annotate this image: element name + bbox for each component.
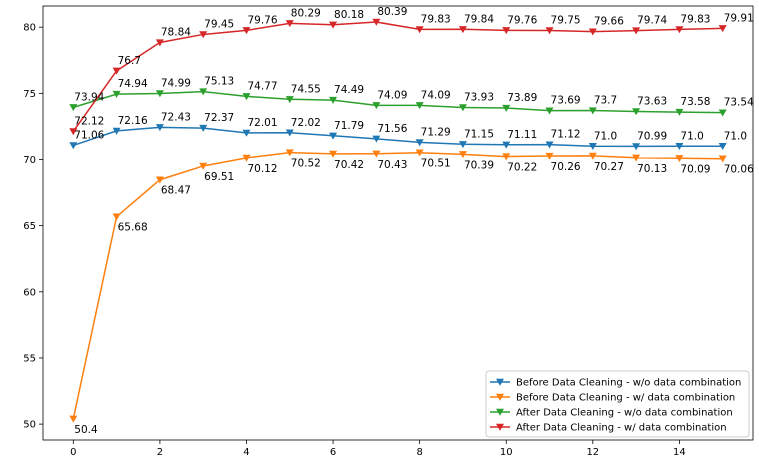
- legend-label: Before Data Cleaning - w/ data combinati…: [516, 393, 735, 404]
- data-label: 71.0: [724, 130, 747, 142]
- data-label: 70.06: [724, 164, 754, 176]
- data-label: 79.74: [637, 15, 667, 27]
- data-label: 73.89: [507, 92, 537, 104]
- legend-item: Before Data Cleaning - w/ data combinati…: [490, 393, 735, 404]
- data-label: 80.29: [291, 7, 321, 19]
- x-tick-label: 2: [157, 447, 163, 458]
- data-label: 72.37: [204, 112, 234, 124]
- data-label: 70.42: [334, 159, 364, 171]
- data-label: 71.12: [551, 129, 581, 141]
- data-label: 73.93: [464, 91, 494, 103]
- data-label: 71.0: [594, 130, 617, 142]
- data-label: 79.84: [464, 13, 494, 25]
- x-tick-label: 6: [330, 447, 336, 458]
- data-label: 74.99: [161, 77, 191, 89]
- data-label: 70.27: [594, 161, 624, 173]
- data-label: 76.7: [118, 55, 141, 67]
- legend-label: After Data Cleaning - w/ data combinatio…: [516, 423, 727, 434]
- data-label: 74.09: [377, 89, 407, 101]
- legend-item: Before Data Cleaning - w/o data combinat…: [490, 378, 741, 389]
- data-label: 79.66: [594, 16, 624, 28]
- legend: Before Data Cleaning - w/o data combinat…: [486, 371, 749, 437]
- data-label: 72.01: [247, 117, 277, 129]
- data-label: 70.26: [551, 161, 581, 173]
- y-tick-label: 70: [23, 155, 36, 166]
- legend-item: After Data Cleaning - w/o data combinati…: [490, 408, 733, 419]
- data-label: 79.45: [204, 18, 234, 30]
- data-label: 79.75: [551, 14, 581, 26]
- data-label: 71.15: [464, 128, 494, 140]
- data-label: 73.69: [551, 95, 581, 107]
- data-label: 68.47: [161, 185, 191, 197]
- x-tick-label: 4: [243, 447, 249, 458]
- data-label: 69.51: [204, 171, 234, 183]
- data-label: 74.94: [118, 78, 148, 90]
- data-label: 70.39: [464, 159, 494, 171]
- y-tick-label: 80: [23, 23, 36, 34]
- y-tick-label: 75: [23, 89, 36, 100]
- data-label: 70.99: [637, 130, 667, 142]
- data-label: 73.63: [637, 95, 667, 107]
- data-label: 72.02: [291, 117, 321, 129]
- x-tick-label: 12: [586, 447, 599, 458]
- data-label: 80.18: [334, 9, 364, 21]
- data-label: 73.94: [74, 91, 104, 103]
- data-label: 71.56: [377, 123, 407, 135]
- x-tick-label: 14: [673, 447, 686, 458]
- data-label: 78.84: [161, 27, 191, 39]
- legend-label: Before Data Cleaning - w/o data combinat…: [516, 378, 741, 389]
- data-label: 79.91: [724, 12, 754, 24]
- data-label: 71.79: [334, 120, 364, 132]
- data-label: 70.12: [247, 163, 277, 175]
- y-tick-label: 65: [23, 221, 36, 232]
- data-label: 74.49: [334, 84, 364, 96]
- data-label: 65.68: [118, 222, 148, 234]
- data-label: 70.09: [680, 163, 710, 175]
- data-label: 72.43: [161, 111, 191, 123]
- data-label: 70.43: [377, 159, 407, 171]
- data-label: 74.77: [247, 80, 277, 92]
- data-label: 72.12: [74, 115, 104, 127]
- data-label: 73.54: [724, 97, 754, 109]
- data-label: 71.0: [680, 130, 703, 142]
- data-label: 73.58: [680, 96, 710, 108]
- data-label: 71.11: [507, 129, 537, 141]
- data-label: 73.7: [594, 95, 617, 107]
- data-label: 79.83: [421, 13, 451, 25]
- data-label: 74.09: [421, 89, 451, 101]
- data-label: 71.29: [421, 126, 451, 138]
- data-label: 50.4: [74, 424, 98, 436]
- x-tick-label: 0: [70, 447, 76, 458]
- legend-item: After Data Cleaning - w/ data combinatio…: [490, 423, 727, 434]
- x-tick-label: 8: [416, 447, 422, 458]
- data-label: 70.13: [637, 163, 667, 175]
- data-label: 70.52: [291, 158, 321, 170]
- data-label: 70.22: [507, 162, 537, 174]
- data-label: 79.76: [507, 14, 537, 26]
- y-tick-label: 60: [23, 287, 36, 298]
- data-label: 80.39: [377, 6, 407, 18]
- data-label: 79.83: [680, 13, 710, 25]
- x-tick-label: 10: [500, 447, 513, 458]
- legend-label: After Data Cleaning - w/o data combinati…: [516, 408, 733, 419]
- y-tick-label: 55: [23, 353, 36, 364]
- data-label: 70.51: [421, 158, 451, 170]
- data-label: 79.76: [247, 14, 277, 26]
- y-tick-label: 50: [23, 420, 36, 431]
- data-label: 72.16: [118, 115, 148, 127]
- data-label: 74.55: [291, 83, 321, 95]
- data-label: 75.13: [204, 76, 234, 88]
- data-label: 71.06: [74, 129, 104, 141]
